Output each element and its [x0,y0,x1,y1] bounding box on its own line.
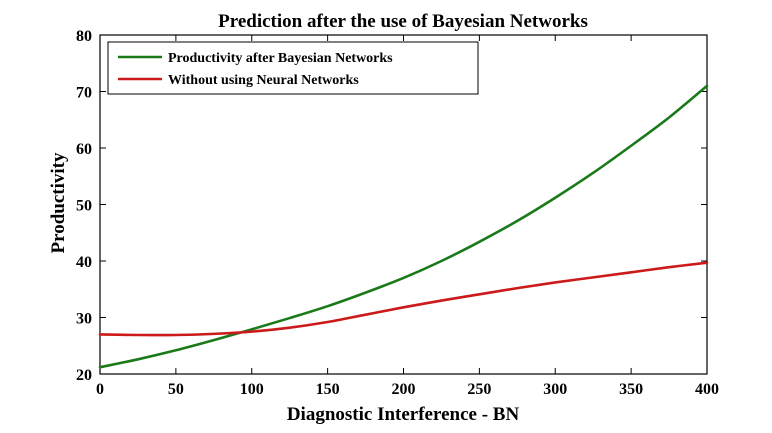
y-axis: 20 30 40 50 60 70 80 [76,28,707,384]
x-tick-label: 400 [695,381,719,398]
series-line-1 [98,84,709,369]
x-axis-label: Diagnostic Interference - BN [287,404,520,425]
legend-label-1: Productivity after Bayesian Networks [168,51,393,66]
y-tick-label: 50 [76,198,92,215]
chart-title: Prediction after the use of Bayesian Net… [218,11,588,32]
legend-label-2: Without using Neural Networks [168,73,359,88]
series-line-2 [98,261,709,337]
x-tick-label: 300 [543,381,567,398]
y-axis-label: Productivity [48,152,69,253]
y-tick-label: 70 [76,85,92,102]
x-tick-label: 0 [96,381,104,398]
y-tick-label: 20 [76,367,92,384]
x-tick-label: 250 [467,381,491,398]
y-tick-label: 60 [76,141,92,158]
x-tick-label: 100 [240,381,264,398]
x-tick-label: 150 [316,381,340,398]
series-lines [98,84,709,369]
y-tick-label: 40 [76,254,92,271]
plot-area: 0 50 100 150 200 250 300 350 400 20 30 40 50 60 70 80 [76,28,719,398]
y-tick-label: 80 [76,28,92,45]
x-tick-label: 200 [392,381,416,398]
x-tick-label: 50 [168,381,184,398]
x-axis: 0 50 100 150 200 250 300 350 400 [96,35,719,398]
legend: Productivity after Bayesian Networks With… [107,41,479,95]
legend-box [107,41,479,95]
x-tick-label: 350 [619,381,643,398]
y-tick-label: 30 [76,311,92,328]
